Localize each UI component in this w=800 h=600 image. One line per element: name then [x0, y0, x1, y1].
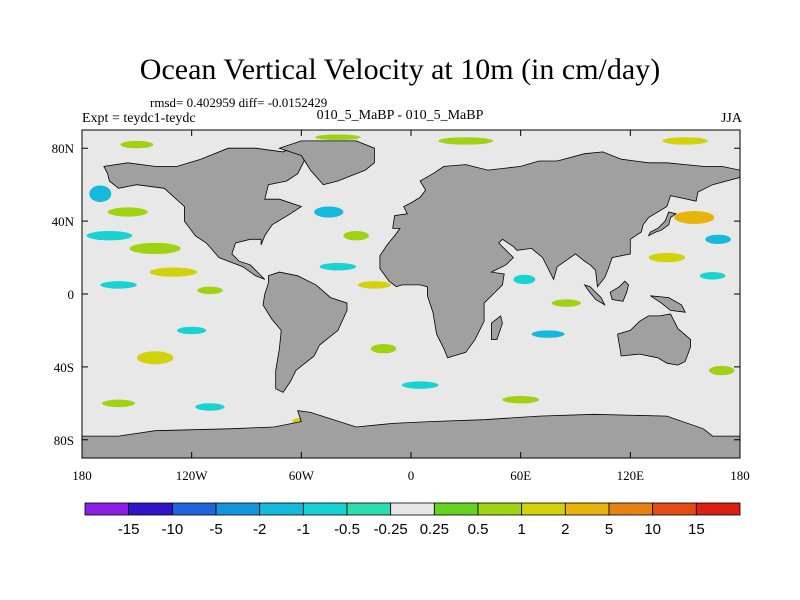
anomaly-patch-0 [120, 140, 154, 149]
anomaly-patch-21 [531, 330, 565, 338]
land-layer [82, 140, 740, 458]
colorbar-label: -2 [253, 521, 266, 538]
anomaly-patch-23 [177, 326, 207, 335]
x-tick-label: 0 [408, 468, 415, 483]
anomaly-patch-17 [648, 252, 686, 263]
anomaly-layer [86, 134, 735, 446]
land-japan [647, 211, 677, 237]
colorbar-swatch [695, 502, 741, 516]
anomaly-patch-19 [513, 274, 536, 285]
colorbar-label: 10 [644, 521, 661, 538]
anomaly-patch-20 [551, 299, 581, 307]
colorbar-swatch [521, 502, 566, 516]
x-tick-label: 180 [72, 468, 92, 483]
colorbar-swatch [171, 502, 217, 516]
colorbar-label: 0.5 [468, 521, 489, 538]
colorbar-label: -1 [297, 521, 310, 538]
colorbar: -15 -10 -5 -2 -1 -0.5 -0.25 0.25 0.5 1 2 5 10 15 [84, 502, 741, 538]
x-tick-label: 120E [617, 468, 645, 483]
anomaly-patch-9 [100, 281, 137, 289]
anomaly-patch-22 [136, 351, 174, 365]
x-tick-label: 120W [176, 468, 209, 483]
colorbar-swatch [346, 502, 392, 516]
land-new-guinea [650, 295, 686, 313]
colorbar-label: -5 [209, 521, 222, 538]
anomaly-patch-29 [502, 395, 539, 404]
colorbar-swatch [477, 502, 523, 516]
x-tick-label: 180 [730, 468, 750, 483]
anomaly-patch-4 [89, 185, 112, 203]
colorbar-swatch [564, 502, 610, 516]
anomaly-patch-24 [370, 344, 397, 354]
anomaly-patch-28 [195, 403, 225, 411]
land-antarctica [82, 410, 740, 458]
land-madagascar [490, 315, 503, 341]
colorbar-label: -15 [118, 521, 140, 538]
colorbar-swatch [84, 502, 130, 516]
land-south-america [262, 271, 348, 393]
anomaly-patch-26 [708, 365, 735, 376]
colorbar-label: 1 [517, 521, 525, 538]
land-australia [617, 313, 691, 366]
colorbar-label: 5 [605, 521, 613, 538]
case-label: 010_5_MaBP - 010_5_MaBP [316, 108, 484, 123]
anomaly-patch-18 [699, 272, 726, 280]
colorbar-swatch [390, 502, 435, 516]
colorbar-label: -0.25 [374, 521, 408, 538]
anomaly-patch-15 [674, 211, 715, 224]
anomaly-patch-3 [662, 137, 709, 145]
colorbar-label: -10 [161, 521, 183, 538]
anomaly-patch-12 [343, 231, 369, 241]
colorbar-swatch [302, 502, 348, 516]
land-sumatra [583, 284, 606, 306]
land-eurasia-africa [379, 151, 740, 359]
land-north-america [103, 144, 312, 280]
colorbar-label: 2 [561, 521, 569, 538]
season-label: JJA [720, 111, 742, 126]
anomaly-patch-25 [401, 381, 439, 389]
x-tick-label: 60W [289, 468, 315, 483]
anomaly-patch-27 [102, 399, 136, 408]
colorbar-swatch [433, 502, 479, 516]
y-tick-label: 40S [54, 360, 74, 375]
anomaly-patch-10 [197, 286, 223, 295]
land-greenland [278, 140, 375, 186]
anomaly-patch-14 [357, 281, 391, 289]
anomaly-patch-16 [705, 234, 731, 244]
anomaly-patch-13 [319, 262, 357, 271]
colorbar-swatch [215, 502, 261, 516]
colorbar-label: 15 [688, 521, 705, 538]
colorbar-swatch [259, 502, 304, 516]
y-tick-label: 80N [52, 141, 75, 156]
land-borneo [609, 280, 629, 302]
anomaly-patch-5 [107, 207, 148, 217]
y-tick-label: 40N [52, 214, 75, 229]
colorbar-swatch [608, 502, 654, 516]
stats-line: rmsd= 0.402959 diff= -0.0152429 [150, 95, 328, 110]
anomaly-patch-7 [129, 242, 181, 254]
colorbar-label: 0.25 [420, 521, 449, 538]
anomaly-patch-11 [314, 206, 344, 218]
colorbar-swatch [652, 502, 697, 516]
anomaly-patch-1 [315, 134, 361, 141]
x-tick-label: 60E [510, 468, 531, 483]
y-tick-label: 80S [54, 433, 74, 448]
anomaly-patch-2 [438, 137, 494, 145]
plot-title: Ocean Vertical Velocity at 10m (in cm/da… [139, 53, 661, 86]
colorbar-swatch [128, 502, 173, 516]
anomaly-patch-8 [149, 267, 198, 277]
anomaly-patch-6 [86, 231, 133, 241]
axis-ticks: 180 120W 60W 0 60E 120E 180 80N 40N 0 40S 80S [52, 130, 750, 483]
y-tick-label: 0 [68, 287, 75, 302]
experiment-label: Expt = teydc1-teydc [82, 111, 196, 126]
colorbar-label: -0.5 [334, 521, 360, 538]
